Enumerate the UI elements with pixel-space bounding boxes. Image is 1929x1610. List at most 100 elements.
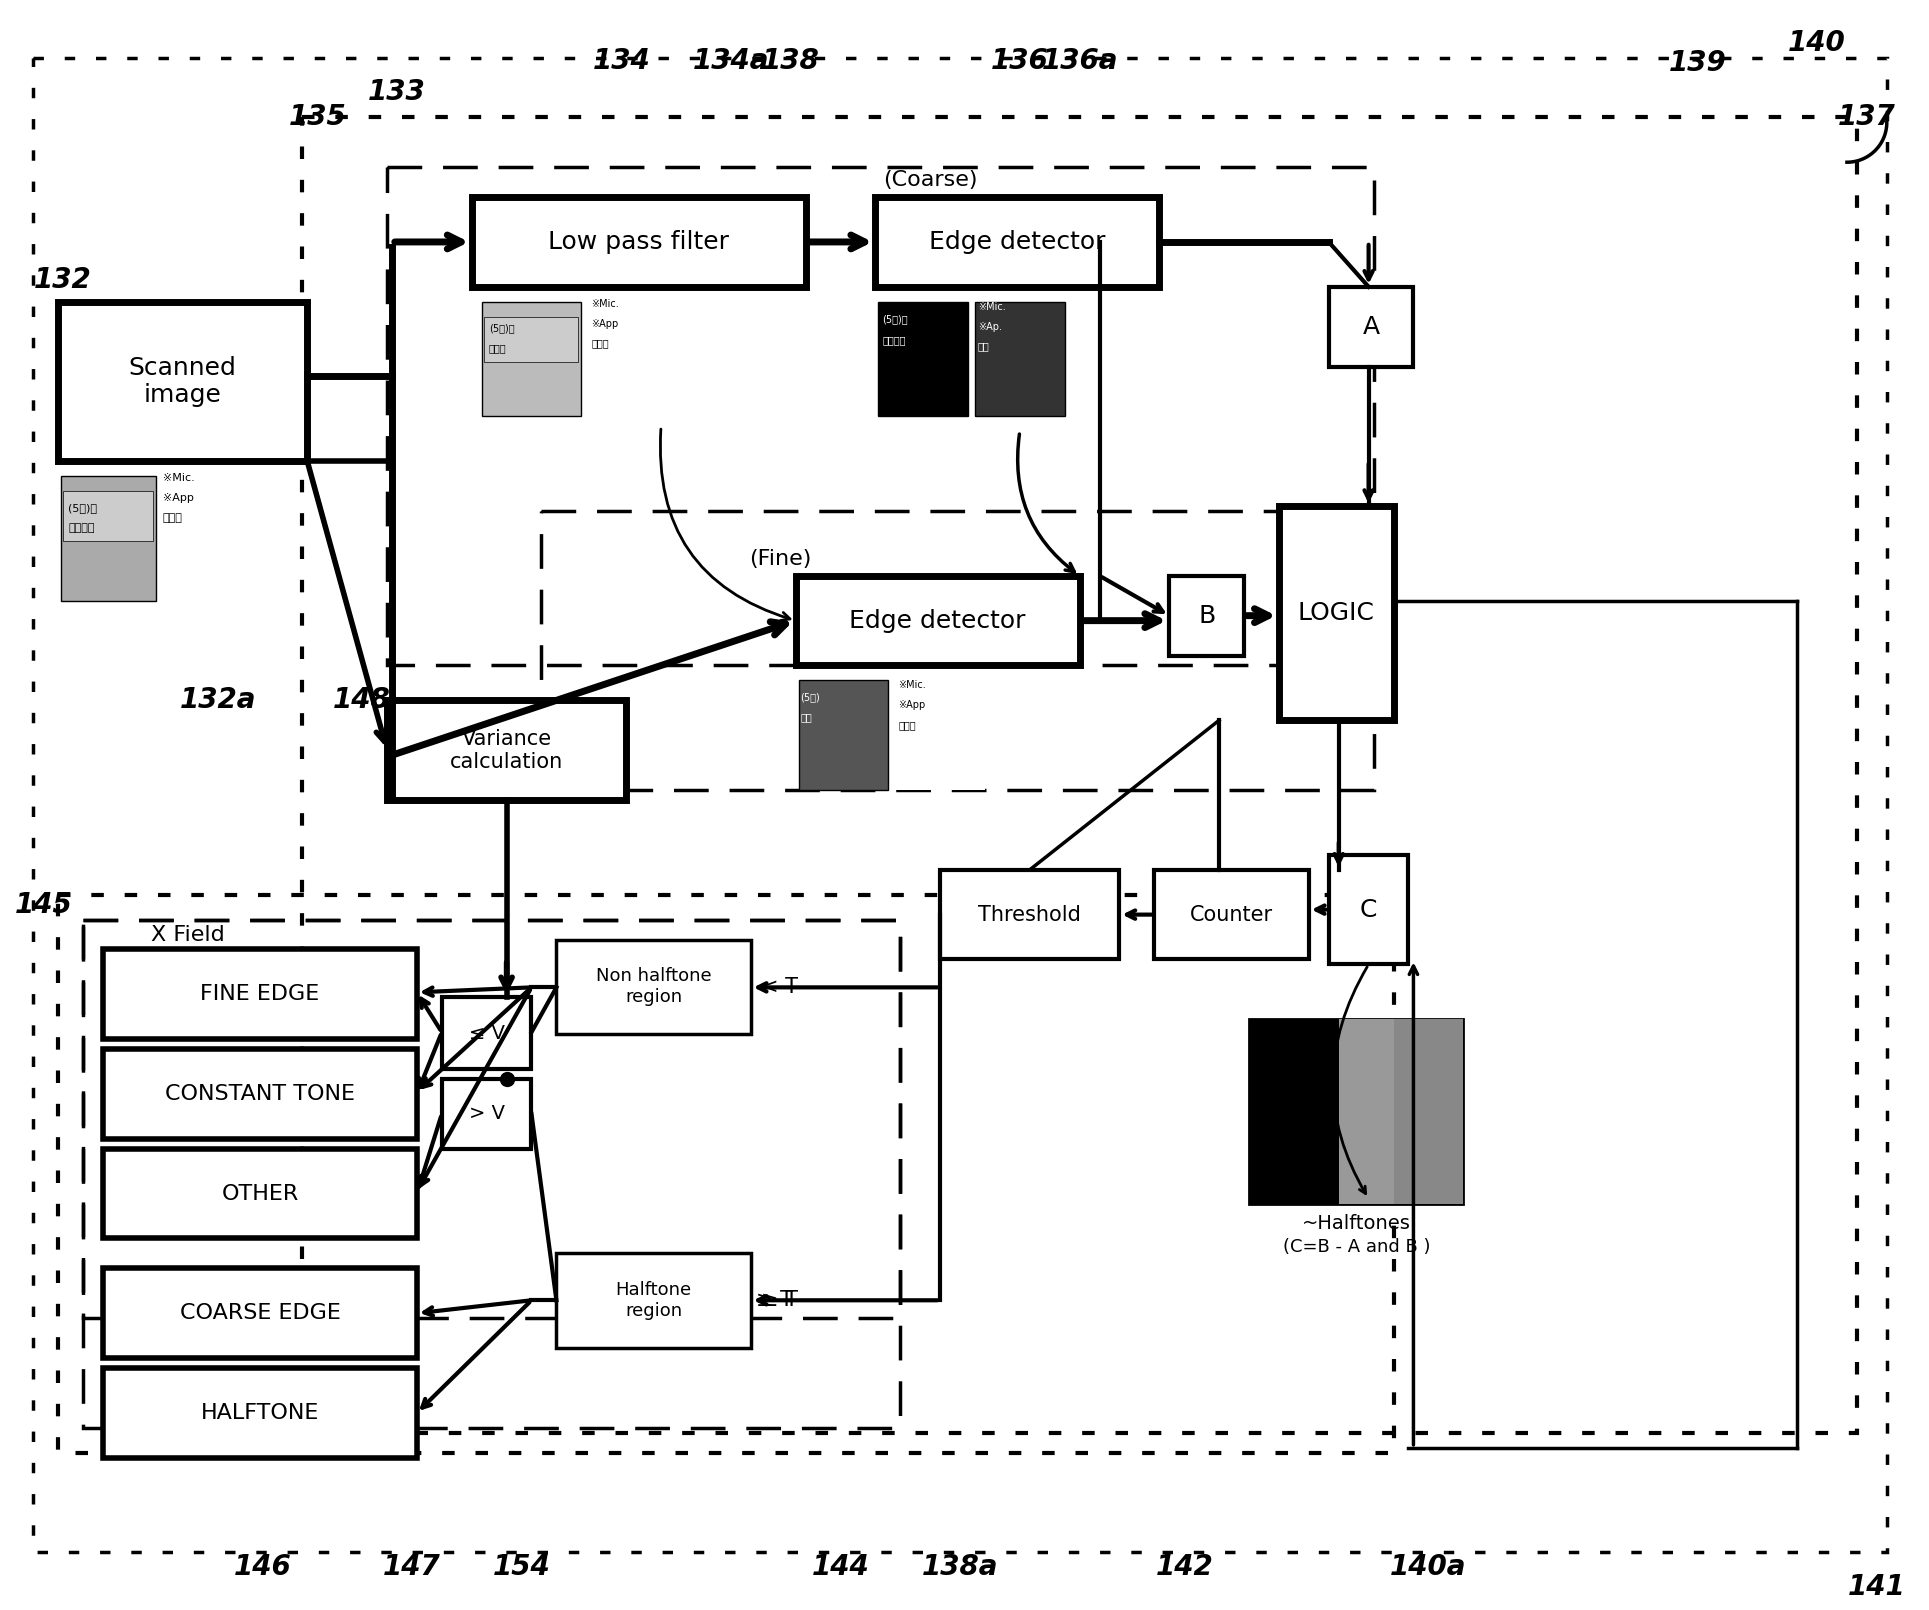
Bar: [876, 196, 1159, 287]
Text: (Coarse): (Coarse): [883, 171, 978, 190]
Text: ※Mic.: ※Mic.: [899, 681, 926, 691]
Text: (5枚)、: (5枚)、: [488, 324, 515, 333]
Text: ~Halftones: ~Halftones: [1302, 1214, 1412, 1233]
Bar: [388, 700, 627, 800]
Text: 134a: 134a: [693, 47, 770, 74]
Bar: [1279, 506, 1393, 720]
Text: (5枚)、: (5枚)、: [68, 502, 96, 514]
Text: (C=B - A and B ): (C=B - A and B ): [1283, 1238, 1431, 1256]
Bar: [482, 301, 581, 417]
Text: るお: るお: [978, 341, 990, 351]
Bar: [556, 1254, 750, 1348]
Text: Variance
calculation: Variance calculation: [449, 729, 563, 771]
Bar: [1329, 287, 1414, 367]
Text: 136: 136: [992, 47, 1049, 74]
Text: Low pass filter: Low pass filter: [548, 230, 729, 254]
Text: (Fine): (Fine): [750, 549, 812, 568]
Bar: [1248, 1019, 1464, 1204]
Bar: [388, 167, 1373, 665]
Text: 132: 132: [35, 266, 93, 293]
Bar: [1339, 1019, 1464, 1204]
Text: Halftone
region: Halftone region: [615, 1282, 693, 1320]
Text: トア: トア: [801, 712, 812, 723]
Bar: [1339, 1019, 1393, 1204]
Text: 134: 134: [592, 47, 650, 74]
Text: LOGIC: LOGIC: [1298, 601, 1375, 625]
Text: ※App: ※App: [592, 319, 619, 328]
Text: 137: 137: [1838, 103, 1896, 132]
Bar: [83, 919, 901, 1428]
Text: ※Mic.: ※Mic.: [978, 301, 1005, 312]
Text: 147: 147: [384, 1554, 442, 1581]
Bar: [799, 681, 887, 791]
Text: 132a: 132a: [179, 686, 257, 715]
Text: C: C: [1360, 898, 1377, 921]
Bar: [1154, 869, 1308, 960]
Text: 145: 145: [14, 890, 71, 919]
Text: (5枚): (5枚): [801, 692, 820, 702]
Text: ≥ T: ≥ T: [760, 1290, 799, 1311]
Text: CONSTANT TONE: CONSTANT TONE: [166, 1084, 355, 1104]
Bar: [102, 1368, 417, 1457]
Bar: [102, 950, 417, 1038]
Text: 146: 146: [233, 1554, 291, 1581]
Text: 135: 135: [287, 103, 345, 132]
Bar: [58, 301, 307, 460]
Text: トアッ: トアッ: [488, 343, 505, 354]
Text: 142: 142: [1155, 1554, 1213, 1581]
Bar: [878, 301, 968, 417]
Text: < T: < T: [760, 977, 799, 997]
Text: A: A: [1362, 314, 1379, 338]
FancyArrowPatch shape: [1333, 968, 1368, 1193]
Text: るお問: るお問: [162, 514, 183, 523]
Bar: [473, 196, 806, 287]
Bar: [83, 919, 901, 1319]
Text: Edge detector: Edge detector: [849, 609, 1026, 633]
Text: るお問: るお問: [592, 338, 610, 349]
Text: X Field: X Field: [150, 924, 224, 945]
Bar: [442, 1079, 532, 1150]
Bar: [556, 940, 750, 1034]
Text: 136a: 136a: [1042, 47, 1117, 74]
Bar: [542, 510, 1373, 791]
Text: るお問: るお問: [899, 720, 916, 731]
Text: 144: 144: [812, 1554, 870, 1581]
Text: > V: > V: [469, 1104, 505, 1124]
Text: 140a: 140a: [1391, 1554, 1466, 1581]
Text: Counter: Counter: [1190, 905, 1273, 924]
Text: COARSE EDGE: COARSE EDGE: [179, 1302, 340, 1323]
Bar: [1329, 855, 1408, 964]
Text: 133: 133: [368, 79, 426, 106]
Text: トアップ: トアップ: [882, 335, 907, 346]
Text: 139: 139: [1669, 48, 1726, 77]
Text: 140: 140: [1788, 29, 1846, 56]
Text: ※Ap.: ※Ap.: [978, 322, 1001, 332]
Text: Non halftone
region: Non halftone region: [596, 968, 712, 1006]
Bar: [939, 869, 1119, 960]
Text: ≤ V: ≤ V: [469, 1024, 505, 1043]
Text: ※Mic.: ※Mic.: [162, 473, 195, 483]
Bar: [64, 491, 152, 541]
Text: HALFTONE: HALFTONE: [201, 1402, 318, 1423]
Bar: [102, 1050, 417, 1138]
Text: (5枚)、: (5枚)、: [882, 314, 909, 324]
Text: Scanned
image: Scanned image: [129, 356, 237, 407]
Bar: [974, 301, 1065, 417]
Bar: [895, 681, 986, 791]
Bar: [58, 895, 1393, 1452]
Text: OTHER: OTHER: [222, 1183, 299, 1204]
Text: Edge detector: Edge detector: [930, 230, 1105, 254]
Text: ※Mic.: ※Mic.: [592, 299, 619, 309]
Text: 154: 154: [492, 1554, 550, 1581]
Bar: [303, 118, 1858, 1433]
Bar: [795, 576, 1080, 665]
Text: 138: 138: [762, 47, 820, 74]
Text: ※App: ※App: [899, 700, 926, 710]
Text: FINE EDGE: FINE EDGE: [201, 984, 320, 1005]
Bar: [442, 997, 532, 1069]
Bar: [1169, 576, 1244, 655]
Text: B: B: [1198, 604, 1215, 628]
Bar: [62, 477, 156, 601]
Text: ※App: ※App: [162, 493, 193, 502]
Text: ≥ T: ≥ T: [756, 1290, 793, 1311]
